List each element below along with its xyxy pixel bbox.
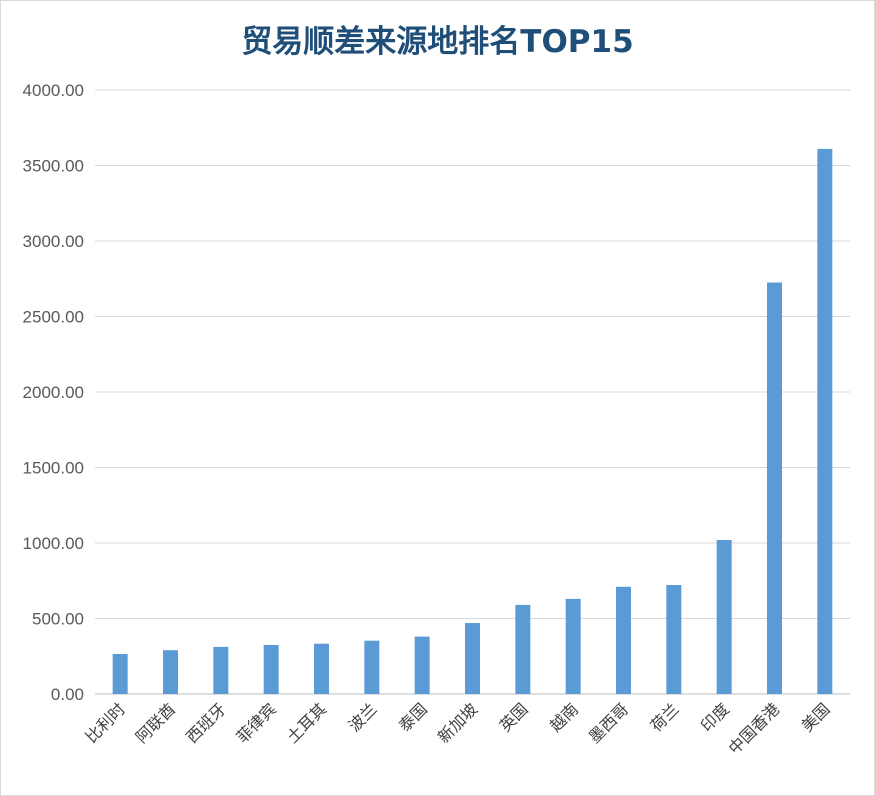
bar xyxy=(616,586,631,694)
x-tick-label: 新加坡 xyxy=(434,699,481,746)
x-tick-label: 菲律宾 xyxy=(233,699,280,746)
y-tick-label: 0.00 xyxy=(51,685,84,704)
bar xyxy=(163,650,178,694)
bar xyxy=(666,584,682,694)
bar xyxy=(364,640,380,694)
y-tick-label: 2500.00 xyxy=(23,308,84,327)
x-tick-label: 阿联酋 xyxy=(132,699,179,746)
bar xyxy=(465,623,480,694)
y-tick-label: 4000.00 xyxy=(23,81,84,100)
x-tick-label: 美国 xyxy=(798,699,834,735)
x-tick-label: 英国 xyxy=(496,699,532,735)
y-tick-label: 500.00 xyxy=(32,610,84,629)
x-tick-label: 荷兰 xyxy=(647,699,683,735)
x-tick-label: 西班牙 xyxy=(182,699,229,746)
x-tick-label: 中国香港 xyxy=(725,699,784,758)
bar xyxy=(213,646,229,694)
x-tick-label: 土耳其 xyxy=(283,699,330,746)
bar xyxy=(767,282,782,694)
y-tick-label: 3500.00 xyxy=(23,157,84,176)
x-tick-label: 印度 xyxy=(697,699,733,735)
bar xyxy=(515,604,531,694)
chart-title: 贸易顺差来源地排名TOP15 xyxy=(241,24,634,60)
y-tick-label: 1500.00 xyxy=(23,459,84,478)
bar xyxy=(565,598,581,694)
y-tick-label: 2000.00 xyxy=(23,383,84,402)
y-tick-label: 3000.00 xyxy=(23,232,84,251)
bar xyxy=(716,539,732,694)
bar xyxy=(314,643,329,694)
x-tick-label: 比利时 xyxy=(82,699,129,746)
bar xyxy=(112,653,128,694)
bar xyxy=(817,148,833,694)
x-tick-label: 泰国 xyxy=(395,699,431,735)
x-tick-label: 越南 xyxy=(546,699,582,735)
bar xyxy=(414,636,430,694)
x-tick-label: 墨西哥 xyxy=(585,699,632,746)
x-tick-label: 波兰 xyxy=(345,699,381,735)
bar xyxy=(263,644,279,694)
y-tick-label: 1000.00 xyxy=(23,534,84,553)
